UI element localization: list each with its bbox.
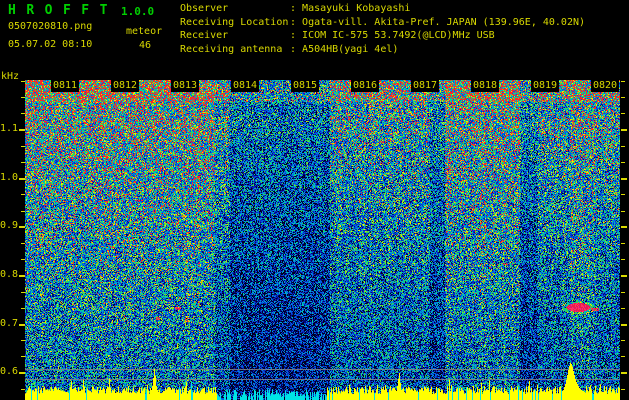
time-tick-label: 0818 [471,80,499,92]
axis-tick [621,194,625,195]
axis-tick [621,324,627,326]
frequency-unit-label: kHz [1,71,20,82]
frequency-tick-label: 0.7 [0,318,19,329]
time-tick-label: 0820 [591,80,619,92]
frequency-tick-label: 0.9 [0,220,19,231]
axis-tick [21,389,25,390]
axis-tick [19,324,25,326]
axis-tick [19,275,25,277]
axis-tick [621,259,625,260]
axis-tick [21,308,25,309]
axis-tick [21,81,25,82]
meteor-count: 46 [139,40,152,51]
axis-tick [21,97,25,98]
antenna-value: A504HB(yagi 4el) [302,43,399,55]
spectrogram-canvas [25,80,620,400]
axis-tick [621,211,625,212]
axis-tick [19,178,25,180]
axis-tick [621,162,625,163]
axis-tick [621,372,627,374]
axis-tick [621,308,625,309]
info-row-receiver: Receiver: ICOM IC-575 53.7492(@LCD)MHz U… [180,30,495,41]
time-tick-label: 0814 [231,80,259,92]
app-version: 1.0.0 [121,5,155,18]
app-title: HROFFT [8,3,118,18]
axis-tick [21,211,25,212]
axis-tick [19,129,25,131]
axis-tick [21,259,25,260]
axis-tick [621,356,625,357]
axis-tick [621,97,625,98]
axis-tick [21,243,25,244]
axis-tick [21,113,25,114]
info-row-location: Receiving Location: Ogata-vill. Akita-Pr… [180,16,586,28]
frequency-tick-label: 0.8 [0,269,19,280]
axis-tick [19,372,25,374]
axis-tick [621,275,627,277]
axis-tick [621,292,625,293]
frequency-tick-label: 1.1 [0,123,19,134]
axis-tick [621,340,625,341]
axis-tick [621,226,627,228]
frequency-tick-label: 0.6 [0,366,19,377]
axis-tick [21,292,25,293]
time-tick-label: 0812 [111,80,139,92]
location-value: Ogata-vill. Akita-Pref. JAPAN (139.96E, … [302,16,586,28]
frequency-tick-label: 1.0 [0,172,19,183]
observation-datetime: 05.07.02 08:10 [8,39,93,50]
axis-tick [21,356,25,357]
time-tick-label: 0816 [351,80,379,92]
time-tick-label: 0819 [531,80,559,92]
axis-tick [21,162,25,163]
axis-tick [621,129,627,131]
receiver-value: ICOM IC-575 53.7492(@LCD)MHz USB [302,30,495,41]
axis-tick [21,194,25,195]
axis-tick [621,389,625,390]
time-tick-label: 0813 [171,80,199,92]
time-tick-label: 0817 [411,80,439,92]
axis-tick [21,146,25,147]
axis-tick [19,226,25,228]
mode-label: meteor [126,26,163,37]
time-tick-label: 0815 [291,80,319,92]
axis-tick [621,146,625,147]
axis-tick [621,178,627,180]
output-filename: 0507020810.png [8,21,93,32]
observer-value: Masayuki Kobayashi [302,3,411,14]
info-row-antenna: Receiving antenna: A504HB(yagi 4el) [180,43,399,55]
axis-tick [621,113,625,114]
station-info: Observer: Masayuki Kobayashi Receiving L… [180,2,585,56]
info-row-observer: Observer: Masayuki Kobayashi [180,3,411,14]
time-tick-label: 0811 [51,80,79,92]
axis-tick [621,81,625,82]
axis-tick [621,243,625,244]
axis-tick [21,340,25,341]
